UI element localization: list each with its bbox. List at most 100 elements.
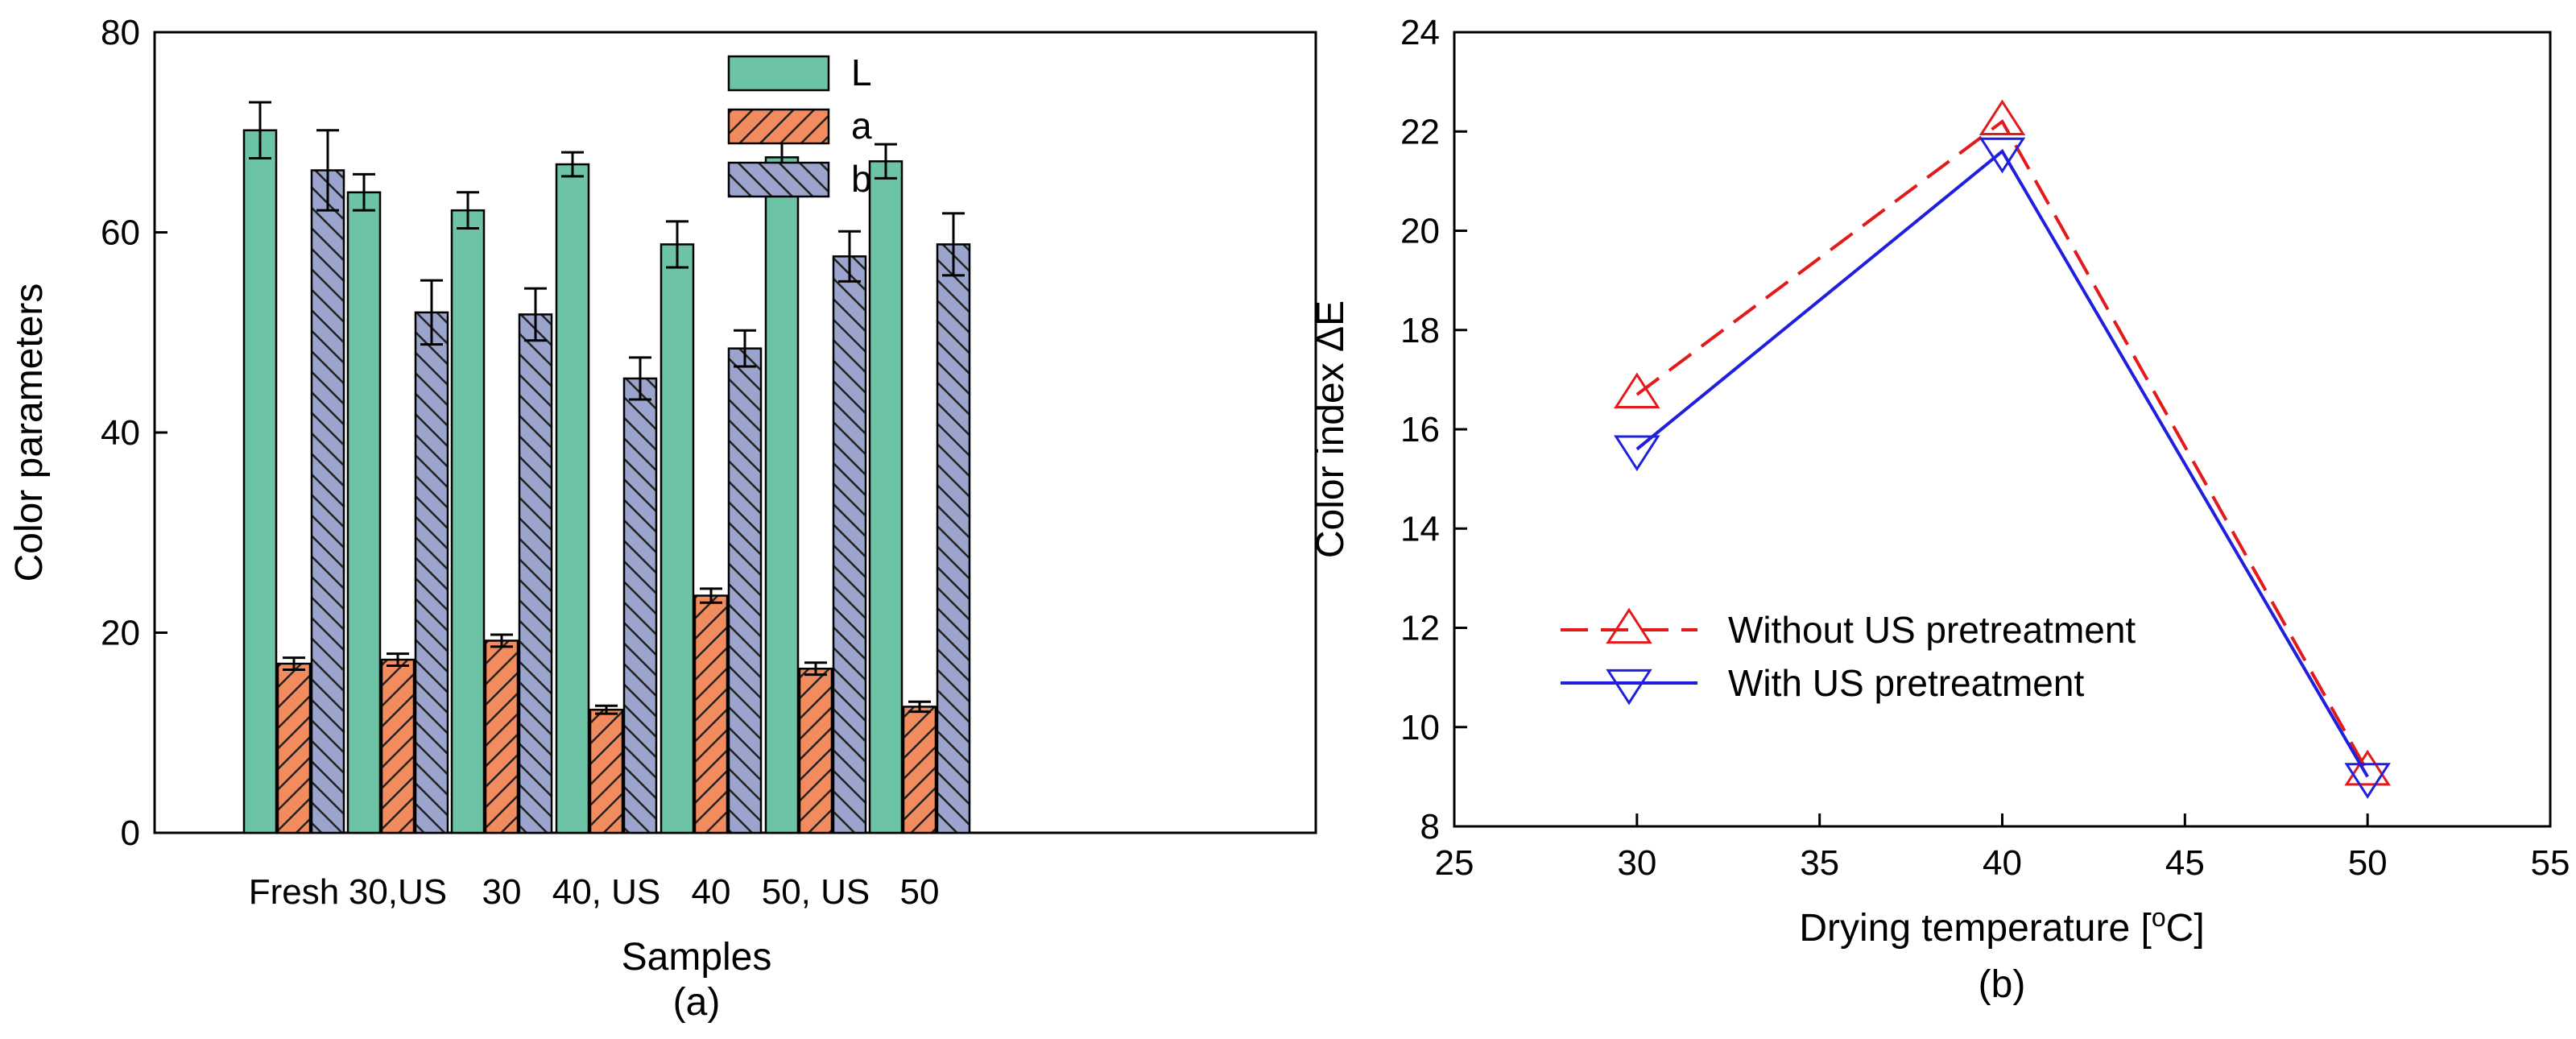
error-bar-a-4: [700, 587, 722, 604]
legend-marker-1: [1606, 669, 1652, 706]
series-line-0: [1635, 118, 2369, 773]
y-tick-label: 80: [101, 13, 140, 52]
panel-a-label: (a): [673, 981, 721, 1024]
line-chart-panel: 8 10 12 14 16 18 20 22 24 25 30 35 40 45 50 55 Without…: [1309, 13, 2570, 1006]
legend-swatch-l: [727, 55, 830, 92]
series-0: [1614, 99, 2391, 786]
series-line-1: [1635, 148, 2369, 778]
y-tick-label: 22: [1400, 112, 1440, 151]
y-tick-label: 24: [1400, 13, 1440, 52]
bar-l-5: [764, 156, 800, 834]
legend-marker-0: [1606, 607, 1652, 644]
y-tick-label: 10: [1400, 708, 1440, 747]
error-bar-l-2: [457, 191, 479, 230]
panel-b-label: (b): [1979, 963, 2026, 1006]
error-bar-a-3: [595, 704, 618, 715]
bar-b-6: [936, 243, 971, 834]
error-bar-l-4: [666, 220, 688, 269]
bar-l-0: [242, 129, 278, 834]
error-bar-a-1: [387, 652, 409, 668]
line-marks: [1614, 99, 2391, 799]
x-tick-label: 25: [1435, 843, 1474, 883]
bar-chart-panel: 0 20 40 60 80 Fresh 30,US 30 40, US 40 50, US 50 L…: [8, 13, 1317, 1024]
legend-label-a: a: [851, 105, 872, 147]
y-tick-label: 12: [1400, 609, 1440, 648]
bar-a-6: [902, 706, 937, 834]
bar-b-5: [832, 255, 867, 834]
x-tick-label: 55: [2531, 843, 2570, 883]
data-point-marker: [2344, 763, 2391, 799]
error-bar-b-4: [734, 329, 756, 368]
y-tick-label: 20: [1400, 212, 1440, 251]
data-point-marker: [2344, 749, 2391, 786]
x-tick-label: 30: [1617, 843, 1656, 883]
legend-label-0: Without US pretreatment: [1728, 609, 2136, 651]
data-point-marker: [1979, 99, 2026, 136]
bar-legend: Lab: [727, 52, 872, 200]
line-legend: Without US pretreatment With US pretreatm…: [1561, 607, 2136, 706]
error-bar-b-6: [942, 212, 965, 277]
error-bar-b-2: [524, 287, 547, 342]
y-axis-ticks: 0 20 40 60 80: [101, 13, 167, 853]
y-tick-label: 60: [101, 213, 140, 253]
bar-l-4: [660, 243, 695, 834]
error-bar-l-1: [353, 172, 375, 212]
error-bar-b-5: [838, 230, 861, 283]
x-axis-ticks: 25 30 35 40 45 50 55: [1435, 813, 2570, 883]
x-tick-label: 50: [900, 872, 940, 912]
error-bar-b-1: [420, 279, 443, 346]
error-bar-a-0: [283, 656, 305, 671]
x-tick-label: 30: [482, 872, 522, 912]
bar-a-5: [798, 667, 833, 834]
bar-b-2: [518, 313, 553, 834]
y-tick-label: 20: [101, 614, 140, 653]
legend-label-b: b: [851, 158, 872, 200]
y-tick-label: 16: [1400, 410, 1440, 449]
bar-b-3: [622, 377, 658, 834]
y-axis-ticks: 8 10 12 14 16 18 20 22 24: [1400, 13, 1467, 847]
legend-swatch-a: [727, 108, 830, 145]
error-bar-l-3: [561, 151, 584, 178]
bar-a-2: [484, 640, 519, 834]
legend-label-l: L: [851, 52, 872, 93]
x-tick-label: 50, US: [762, 872, 870, 912]
bar-a-1: [380, 658, 416, 834]
legend-swatch-b: [727, 161, 830, 198]
error-bar-a-6: [908, 700, 931, 714]
error-bar-a-2: [490, 633, 513, 648]
error-bar-l-0: [249, 101, 271, 160]
bar-l-6: [868, 160, 903, 834]
bar-l-1: [346, 191, 382, 834]
x-tick-label: 40: [692, 872, 731, 912]
line-x-axis-title: Drying temperature [oC]: [1799, 903, 2204, 950]
x-tick-label: 40, US: [552, 872, 661, 912]
data-point-marker: [1979, 137, 2026, 174]
bar-x-axis-title: Samples: [622, 936, 772, 979]
legend-label-1: With US pretreatment: [1728, 662, 2084, 704]
bar-a-3: [589, 708, 624, 834]
x-tick-label: Fresh: [249, 872, 339, 912]
y-tick-label: 40: [101, 413, 140, 453]
x-tick-label: 50: [2348, 843, 2388, 883]
x-tick-label: 40: [1983, 843, 2022, 883]
bar-marks: [242, 101, 971, 834]
error-bar-b-0: [316, 129, 339, 212]
series-1: [1614, 137, 2391, 799]
bar-a-4: [693, 594, 729, 834]
y-tick-label: 0: [121, 813, 140, 853]
error-bar-a-5: [804, 661, 827, 677]
bar-l-2: [450, 209, 486, 834]
bar-b-4: [727, 347, 763, 834]
x-axis-ticks: Fresh 30,US 30 40, US 40 50, US 50: [249, 872, 940, 912]
y-tick-label: 18: [1400, 311, 1440, 350]
y-tick-label: 8: [1420, 807, 1440, 847]
bar-l-3: [555, 163, 590, 834]
data-point-marker: [1614, 372, 1660, 408]
bar-a-0: [276, 662, 312, 834]
data-point-marker: [1614, 435, 1660, 472]
x-tick-label: 45: [2165, 843, 2205, 883]
bar-y-axis-title: Color parameters: [8, 284, 51, 582]
error-bar-l-6: [875, 143, 897, 180]
bar-b-1: [414, 311, 449, 834]
